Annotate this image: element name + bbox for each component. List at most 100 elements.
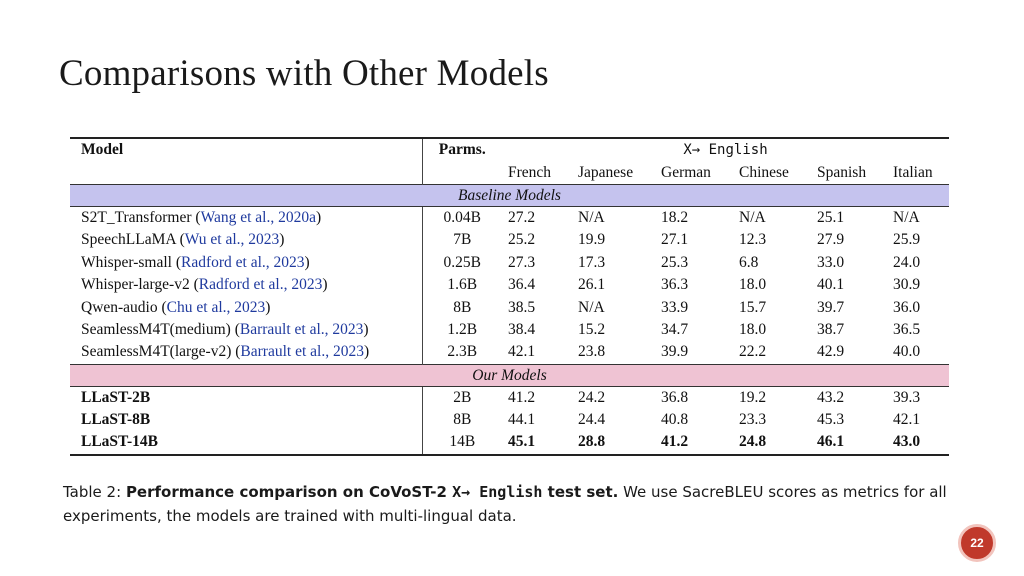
parms-cell: 1.6B	[421, 273, 502, 297]
model-name: SeamlessM4T(medium)	[81, 320, 231, 338]
value-cell: 36.0	[893, 298, 921, 316]
table-row: LLaST-2B 2B 41.2 24.2 36.8 19.2 43.2 39.…	[70, 386, 949, 409]
results-table-container: Model Parms. X→ English French Japanese …	[70, 137, 949, 456]
page-number-badge: 22	[958, 524, 996, 562]
citation-link[interactable]: Radford et al., 2023	[198, 276, 323, 294]
parms-cell: 8B	[421, 408, 502, 432]
value-cell: 46.1	[817, 433, 845, 451]
citation-link[interactable]: Radford et al., 2023	[181, 253, 305, 271]
value-cell: 12.3	[739, 231, 767, 249]
parms-cell: 0.04B	[421, 206, 502, 230]
value-cell: 19.9	[578, 231, 606, 249]
value-cell: 33.0	[817, 253, 845, 271]
table-row: S2T_Transformer (Wang et al., 2020a) 0.0…	[70, 206, 949, 230]
value-cell: 39.9	[661, 343, 689, 361]
value-cell: 24.0	[893, 253, 921, 271]
value-cell: 40.0	[893, 343, 921, 361]
model-name: LLaST-14B	[81, 433, 158, 451]
parms-cell: 1.2B	[421, 318, 502, 342]
model-name: Qwen-audio	[81, 298, 158, 316]
value-cell: N/A	[578, 298, 605, 316]
header-model: Model	[81, 141, 124, 159]
value-cell: 36.4	[508, 276, 536, 294]
value-cell: 42.1	[893, 411, 921, 429]
citation-link[interactable]: Barrault et al., 2023	[239, 320, 364, 338]
value-cell: 38.5	[508, 298, 536, 316]
value-cell: 40.8	[661, 411, 689, 429]
table-row: SeamlessM4T(large-v2) (Barrault et al., …	[70, 341, 949, 365]
parms-cell: 0.25B	[421, 251, 502, 274]
value-cell: 15.2	[578, 320, 606, 338]
value-cell: 30.9	[893, 276, 921, 294]
citation-link[interactable]: Barrault et al., 2023	[240, 343, 364, 361]
header-language-group: X→ English	[683, 142, 768, 159]
value-cell: 25.1	[817, 208, 845, 226]
value-cell: N/A	[739, 208, 766, 226]
header-lang-french: French	[508, 163, 552, 181]
table-row: SeamlessM4T(medium) (Barrault et al., 20…	[70, 318, 949, 342]
table-row: Whisper-small (Radford et al., 2023) 0.2…	[70, 251, 949, 274]
value-cell: 39.7	[817, 298, 845, 316]
parms-cell: 2B	[421, 386, 502, 409]
value-cell: N/A	[893, 208, 920, 226]
value-cell: 27.1	[661, 231, 689, 249]
value-cell: 27.2	[508, 208, 536, 226]
citation-link[interactable]: Wu et al., 2023	[184, 231, 280, 249]
header-lang-spanish: Spanish	[817, 163, 867, 181]
section-ours-label: Our Models	[70, 363, 949, 387]
caption-bold-suffix: test set.	[542, 483, 619, 501]
value-cell: 41.2	[508, 388, 536, 406]
header-lang-italian: Italian	[893, 163, 933, 181]
model-name: S2T_Transformer	[81, 208, 192, 226]
value-cell: 36.3	[661, 276, 689, 294]
model-name: Whisper-large-v2	[81, 276, 190, 294]
parms-cell: 7B	[421, 229, 502, 252]
value-cell: 41.2	[661, 433, 689, 451]
value-cell: 18.0	[739, 276, 767, 294]
results-table: Model Parms. X→ English French Japanese …	[70, 137, 949, 456]
table-row: Whisper-large-v2 (Radford et al., 2023) …	[70, 273, 949, 297]
parms-cell: 2.3B	[421, 341, 502, 365]
header-parms: Parms.	[421, 138, 502, 162]
table-row: SpeechLLaMA (Wu et al., 2023) 7B 25.2 19…	[70, 229, 949, 252]
table-row: Qwen-audio (Chu et al., 2023) 8B 38.5 N/…	[70, 296, 949, 319]
caption-bold: Performance comparison on CoVoST-2	[125, 483, 453, 501]
model-name: SpeechLLaMA	[81, 231, 176, 249]
value-cell: 24.8	[739, 433, 767, 451]
value-cell: 43.2	[817, 388, 845, 406]
citation-link[interactable]: Wang et al., 2020a	[200, 208, 316, 226]
table-caption: Table 2: Performance comparison on CoVoS…	[63, 480, 963, 528]
value-cell: 26.1	[578, 276, 606, 294]
value-cell: 39.3	[893, 388, 921, 406]
value-cell: 27.3	[508, 253, 536, 271]
value-cell: 38.4	[508, 320, 536, 338]
table-row: LLaST-8B 8B 44.1 24.4 40.8 23.3 45.3 42.…	[70, 408, 949, 432]
table-row: LLaST-14B 14B 45.1 28.8 41.2 24.8 46.1 4…	[70, 431, 949, 455]
value-cell: 24.4	[578, 411, 606, 429]
value-cell: 25.3	[661, 253, 689, 271]
value-cell: 44.1	[508, 411, 536, 429]
value-cell: 25.2	[508, 231, 536, 249]
value-cell: 19.2	[739, 388, 767, 406]
value-cell: 36.5	[893, 320, 921, 338]
value-cell: 24.2	[578, 388, 606, 406]
model-name: Whisper-small	[81, 253, 172, 271]
value-cell: 42.1	[508, 343, 536, 361]
value-cell: 25.9	[893, 231, 921, 249]
value-cell: 45.3	[817, 411, 845, 429]
value-cell: 17.3	[578, 253, 606, 271]
value-cell: 38.7	[817, 320, 845, 338]
citation-link[interactable]: Chu et al., 2023	[166, 298, 266, 316]
parms-cell: 14B	[421, 431, 502, 455]
value-cell: 34.7	[661, 320, 689, 338]
value-cell: 43.0	[893, 433, 921, 451]
slide-title: Comparisons with Other Models	[59, 53, 549, 94]
section-baseline-label: Baseline Models	[70, 183, 949, 207]
header-lang-chinese: Chinese	[739, 163, 789, 181]
parms-cell: 8B	[421, 296, 502, 319]
value-cell: 23.8	[578, 343, 606, 361]
model-name: LLaST-8B	[81, 411, 151, 429]
caption-bold-mono: X→ English	[452, 483, 543, 501]
model-name: SeamlessM4T(large-v2)	[81, 343, 232, 361]
header-row-2: French Japanese German Chinese Spanish I…	[70, 161, 949, 185]
